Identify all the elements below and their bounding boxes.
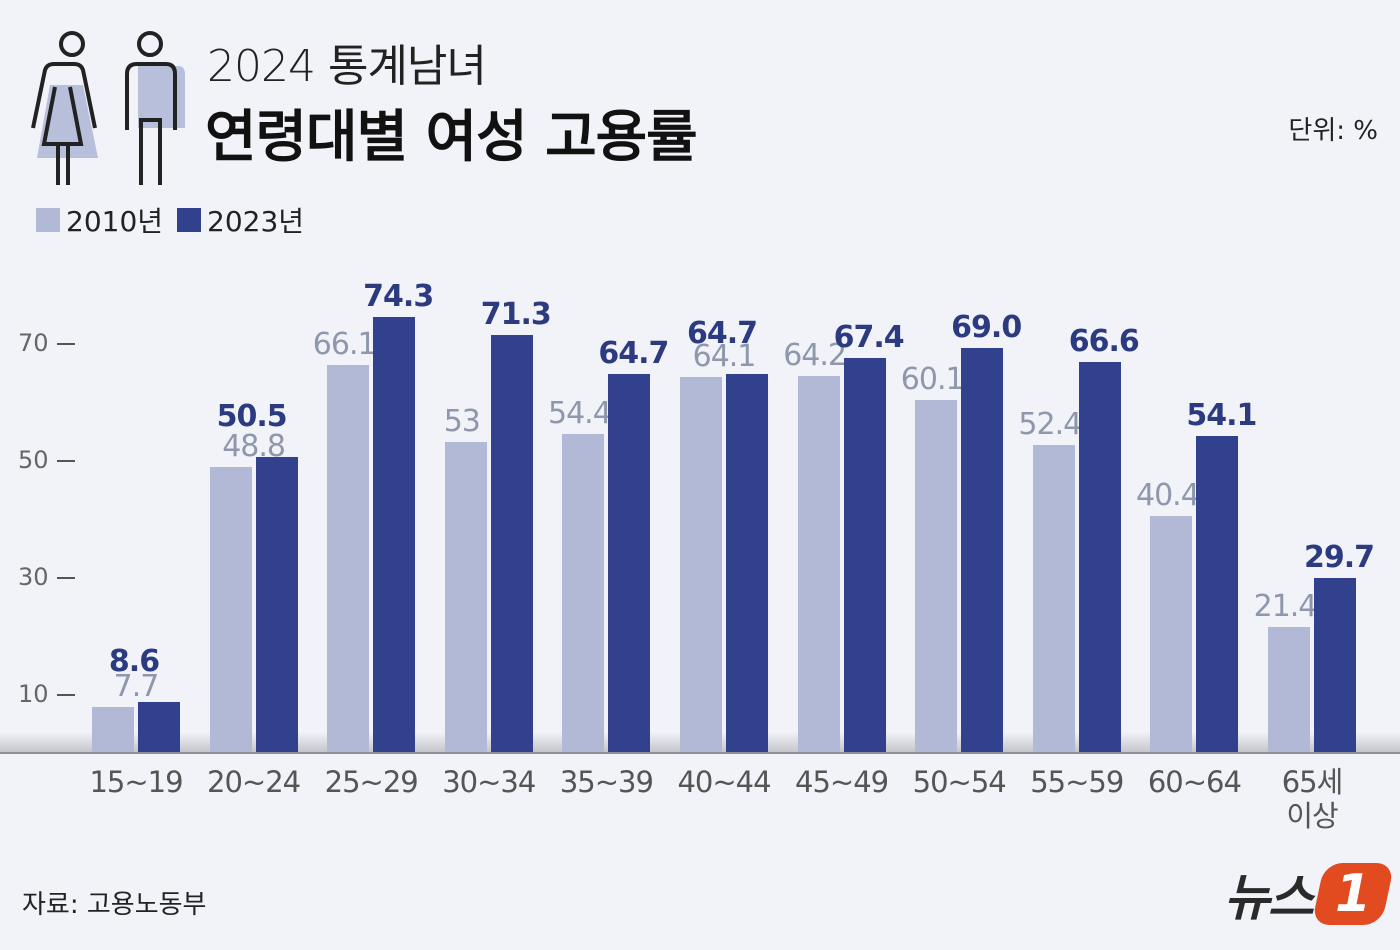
value-label-2010-2: 66.1 [312, 327, 377, 363]
bar-2010-3 [444, 441, 487, 752]
value-label-2023-6: 67.4 [833, 319, 905, 355]
bar-2023-1 [255, 456, 298, 752]
bar-2023-6 [843, 357, 886, 752]
logo-text: 뉴스 [1224, 869, 1314, 927]
bar-2023-5 [726, 373, 768, 752]
value-label-2010-4: 54.4 [547, 395, 612, 431]
value-label-2023-7: 69.0 [951, 310, 1022, 346]
value-label-2010-9: 40.4 [1135, 477, 1200, 513]
bar-2010-9 [1150, 515, 1193, 752]
bar-2010-2 [327, 365, 370, 752]
source-note: 자료: 고용노동부 [22, 890, 207, 920]
bar-2010-10 [1268, 626, 1310, 752]
y-tick-50: 50 [18, 446, 78, 474]
woman-icon [31, 31, 98, 185]
bar-2023-4 [608, 373, 651, 752]
y-tick-70: 70 [18, 329, 78, 357]
chart-subtitle: 2024 통계남녀 [207, 41, 487, 92]
legend-swatch-2023 [177, 208, 202, 232]
value-label-2010-7: 60.1 [900, 362, 965, 398]
legend-item-2023: 2023년 [177, 200, 304, 240]
legend: 2010년 2023년 [36, 200, 310, 240]
legend-label-2023: 2023년 [207, 205, 305, 238]
legend-item-2010: 2010년 [36, 200, 163, 240]
value-label-2023-5: 64.7 [686, 315, 758, 351]
chart-title: 연령대별 여성 고용률 [205, 105, 698, 170]
legend-label-2010: 2010년 [66, 205, 164, 238]
y-tick-10: 10 [18, 680, 78, 708]
bar-2023-2 [373, 317, 416, 752]
man-icon [125, 31, 185, 185]
value-label-2010-10: 21.4 [1253, 588, 1318, 624]
x-label-4: 35~39 [559, 765, 654, 799]
bar-2010-8 [1032, 445, 1075, 752]
woman-man-icon [31, 31, 185, 185]
value-label-2023-2: 74.3 [363, 279, 434, 315]
unit-label: 단위: % [1288, 116, 1378, 146]
bar-2010-6 [797, 376, 840, 752]
bar-2010-0 [92, 706, 134, 752]
value-label-2023-3: 71.3 [480, 296, 552, 332]
logo-mark: 1 [1311, 863, 1395, 925]
x-label-6: 45~49 [795, 765, 889, 799]
x-label-3: 30~34 [442, 765, 536, 799]
value-label-2023-9: 54.1 [1186, 397, 1257, 433]
x-label-10: 65세 이상 [1281, 765, 1344, 833]
x-label-7: 50~54 [912, 765, 1007, 799]
bar-2010-1 [209, 466, 252, 752]
x-label-5: 40~44 [677, 765, 771, 799]
value-label-2010-8: 52.4 [1018, 407, 1082, 443]
bar-2023-8 [1078, 362, 1121, 752]
x-label-8: 55~59 [1030, 765, 1124, 799]
x-label-1: 20~24 [207, 765, 301, 799]
x-label-0: 15~19 [89, 765, 183, 799]
x-label-2: 25~29 [324, 765, 419, 799]
bar-2010-7 [915, 400, 958, 752]
value-label-2023-10: 29.7 [1303, 540, 1375, 576]
bar-2010-5 [680, 377, 722, 752]
value-label-2010-5: 64.1 [692, 339, 757, 374]
x-label-9: 60~64 [1147, 765, 1242, 799]
bar-2023-7 [961, 348, 1004, 752]
value-label-2010-6: 64.2 [783, 338, 847, 374]
value-label-2023-4: 64.7 [598, 335, 669, 371]
y-tick-30: 30 [18, 563, 78, 591]
value-label-2023-1: 50.5 [216, 398, 288, 434]
bar-2010-4 [562, 433, 605, 752]
x-axis-baseline [0, 752, 1400, 754]
value-label-2010-3: 53 [443, 403, 481, 439]
bar-2023-0 [138, 701, 180, 752]
legend-swatch-2010 [36, 208, 60, 232]
value-label-2023-0: 8.6 [108, 643, 160, 679]
bar-2023-9 [1196, 435, 1239, 752]
value-label-2023-8: 66.6 [1068, 324, 1140, 360]
bar-2023-10 [1314, 578, 1356, 752]
bar-2023-3 [490, 334, 533, 752]
news1-logo: 뉴스 1 [1224, 858, 1395, 930]
value-label-2010-0: 7.7 [113, 668, 160, 704]
